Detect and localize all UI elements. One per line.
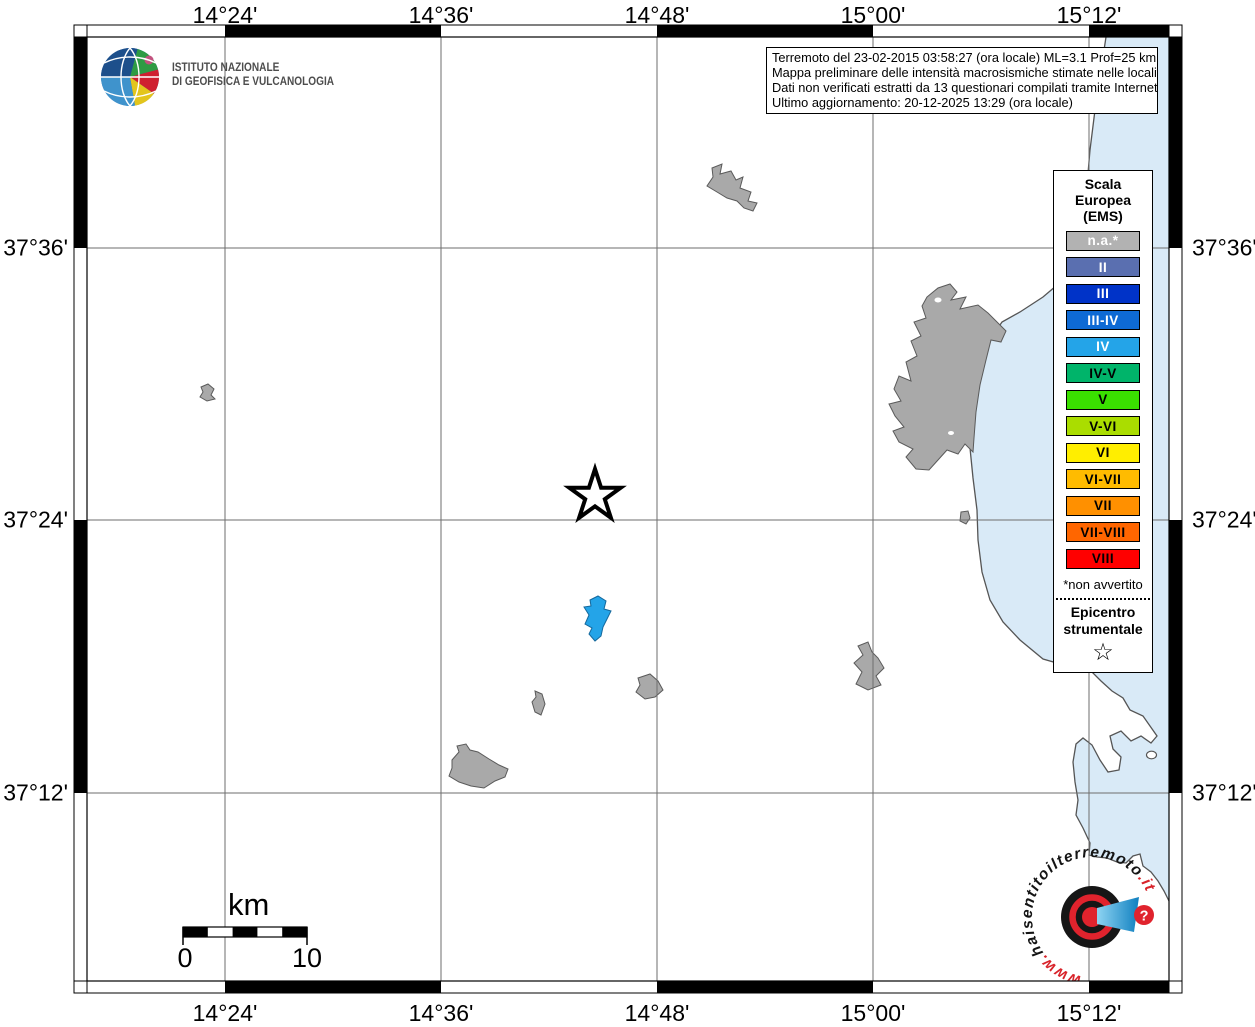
locality-hole bbox=[948, 431, 954, 435]
lat-label-left: 37°36' bbox=[3, 234, 68, 261]
locality-north bbox=[706, 163, 758, 212]
lat-label-right: 37°36' bbox=[1192, 234, 1255, 261]
lon-label-bottom: 15°00' bbox=[840, 1000, 906, 1026]
scale-bar-unit: km bbox=[228, 887, 269, 922]
legend-item: V-VI bbox=[1054, 416, 1152, 436]
scale-bar: km 0 10 bbox=[177, 887, 322, 973]
legend-item: VI bbox=[1054, 442, 1152, 463]
legend-item: VIII bbox=[1054, 548, 1152, 569]
scale-bar-min: 0 bbox=[177, 943, 192, 973]
question-badge bbox=[1134, 905, 1154, 925]
legend-swatch-vii-viii: VII-VIII bbox=[1066, 522, 1140, 542]
ingv-name-line1: ISTITUTO NAZIONALE bbox=[172, 60, 280, 74]
legend-item: n.a.* bbox=[1054, 230, 1152, 251]
map-border bbox=[73, 24, 1183, 994]
legend-item: III-IV bbox=[1054, 310, 1152, 330]
legend-title-line: Europea bbox=[1074, 192, 1131, 208]
lon-label-top: 15°00' bbox=[840, 2, 906, 28]
legend-title-line: Scala bbox=[1084, 176, 1122, 192]
legend-swatch-vi-vii: VI-VII bbox=[1066, 469, 1140, 489]
legend-item: V bbox=[1054, 389, 1152, 410]
locality-west bbox=[199, 383, 216, 402]
legend-divider bbox=[1056, 597, 1150, 600]
legend-swatch-na: n.a.* bbox=[1066, 230, 1140, 251]
legend-swatch-vii: VII bbox=[1066, 495, 1140, 516]
megaphone-cone bbox=[1097, 897, 1139, 932]
lon-label-bottom: 15°12' bbox=[1056, 1000, 1122, 1026]
info-line-map-type: Mappa preliminare delle intensità macros… bbox=[772, 65, 1158, 80]
scale-bar-max: 10 bbox=[292, 943, 322, 973]
question-mark: ? bbox=[1140, 909, 1149, 925]
lon-label-bottom: 14°24' bbox=[192, 1000, 258, 1026]
lat-label-left: 37°12' bbox=[3, 779, 68, 806]
legend-item: III bbox=[1054, 283, 1152, 304]
lat-label-right: 37°24' bbox=[1192, 506, 1255, 533]
ingv-logo-text: ISTITUTO NAZIONALE DI GEOFISICA E VULCAN… bbox=[172, 60, 334, 88]
lon-label-top: 14°24' bbox=[192, 2, 258, 28]
locality-felt-iv bbox=[583, 595, 612, 642]
locality-small-1 bbox=[531, 690, 546, 716]
locality-catania bbox=[888, 283, 1007, 471]
lon-label-top: 15°12' bbox=[1056, 2, 1122, 28]
info-line-updated: Ultimo aggiornamento: 20-12-2025 13:29 (… bbox=[772, 95, 1073, 110]
legend-item: IV bbox=[1054, 336, 1152, 357]
locality-south bbox=[448, 743, 509, 789]
lat-label-left: 37°24' bbox=[3, 506, 68, 533]
legend-epicenter-label: Epicentro bbox=[1070, 603, 1136, 620]
ingv-globe-icon bbox=[100, 47, 159, 107]
earthquake-info-box: Terremoto del 23-02-2015 03:58:27 (ora l… bbox=[766, 47, 1158, 114]
legend-item: II bbox=[1054, 257, 1152, 277]
legend-swatch-iv: IV bbox=[1066, 336, 1140, 357]
legend-swatch-iii-iv: III-IV bbox=[1066, 310, 1140, 330]
legend-epicenter-label: strumentale bbox=[1063, 620, 1143, 637]
locality-polygons bbox=[199, 163, 1007, 789]
legend-footnote: *non avvertito bbox=[1063, 576, 1143, 592]
legend-item: VI-VII bbox=[1054, 469, 1152, 489]
legend-swatch-v-vi: V-VI bbox=[1066, 416, 1140, 436]
info-line-event: Terremoto del 23-02-2015 03:58:27 (ora l… bbox=[772, 50, 1157, 65]
legend-item: VII-VIII bbox=[1054, 522, 1152, 542]
ems-legend: Scala Europea (EMS) n.a.* II III III-IV … bbox=[1053, 170, 1153, 673]
locality-small-2 bbox=[635, 673, 664, 700]
legend-swatch-v: V bbox=[1066, 389, 1140, 410]
legend-item: VII bbox=[1054, 495, 1152, 516]
legend-title-line: (EMS) bbox=[1083, 208, 1123, 224]
epicenter-star bbox=[563, 462, 627, 524]
legend-swatch-vi: VI bbox=[1066, 442, 1140, 463]
info-line-questionnaires: Dati non verificati estratti da 13 quest… bbox=[772, 80, 1158, 95]
legend-item: IV-V bbox=[1054, 363, 1152, 383]
lon-label-top: 14°48' bbox=[624, 2, 690, 28]
lon-label-bottom: 14°36' bbox=[408, 1000, 474, 1026]
lon-label-top: 14°36' bbox=[408, 2, 474, 28]
ingv-name-line2: DI GEOFISICA E VULCANOLOGIA bbox=[172, 74, 335, 88]
legend-swatch-iii: III bbox=[1066, 283, 1140, 304]
legend-epicenter-star-icon: ☆ bbox=[1092, 638, 1114, 666]
lon-label-bottom: 14°48' bbox=[624, 1000, 690, 1026]
legend-swatch-ii: II bbox=[1066, 257, 1140, 277]
locality-hole bbox=[934, 297, 942, 303]
lat-label-right: 37°12' bbox=[1192, 779, 1255, 806]
legend-swatch-viii: VIII bbox=[1066, 548, 1140, 569]
small-island bbox=[1145, 750, 1158, 760]
legend-swatch-iv-v: IV-V bbox=[1066, 363, 1140, 383]
locality-east bbox=[853, 641, 885, 691]
